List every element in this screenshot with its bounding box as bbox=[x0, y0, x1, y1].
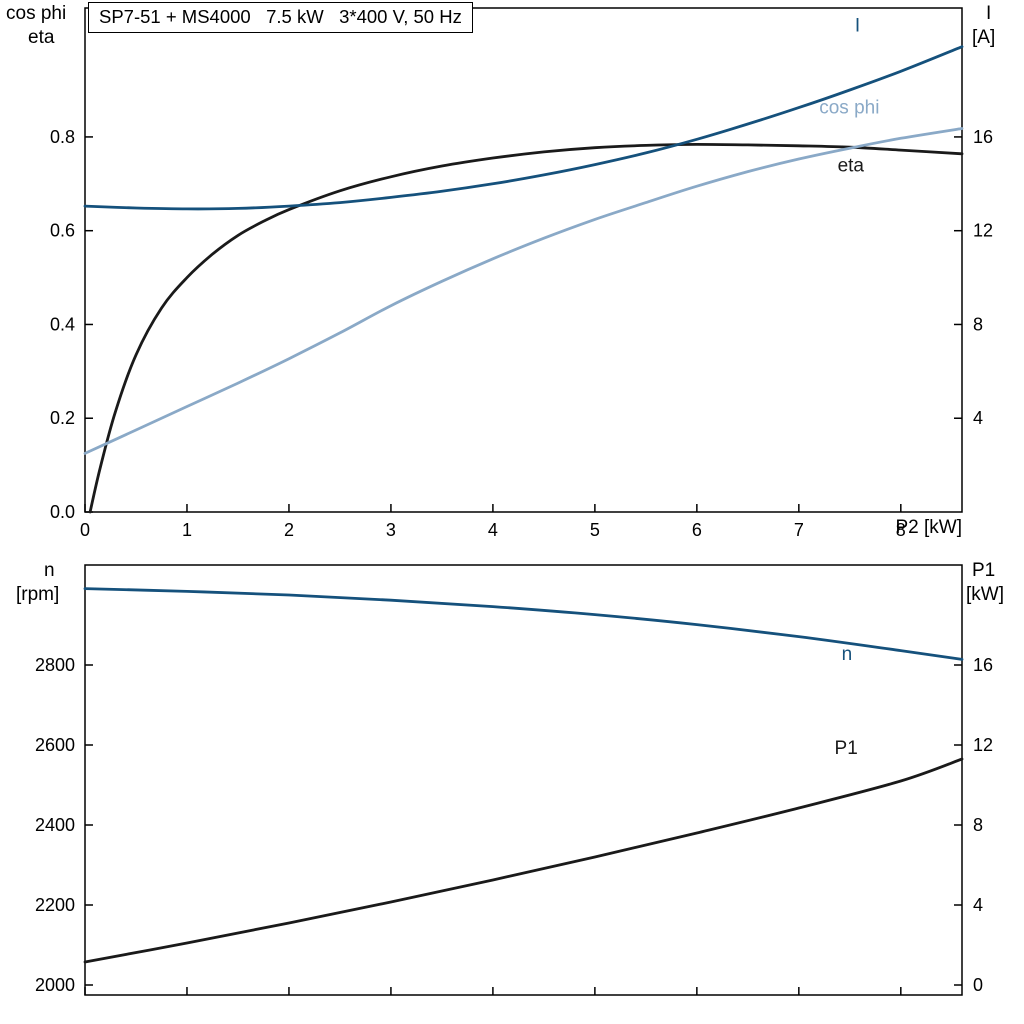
top-left-axis-title-eta: eta bbox=[28, 27, 55, 48]
right-tick-label: 12 bbox=[973, 221, 993, 241]
right-tick-label: 16 bbox=[973, 127, 993, 147]
left-tick-label: 0.2 bbox=[50, 408, 75, 428]
chart-title-box: SP7-51 + MS4000 7.5 kW 3*400 V, 50 Hz bbox=[88, 2, 473, 33]
x-tick-label: 8 bbox=[896, 520, 906, 540]
plot-frame bbox=[84, 7, 963, 513]
left-tick-label: 2200 bbox=[35, 895, 75, 915]
left-tick-label: 0.8 bbox=[50, 127, 75, 147]
series-path-i bbox=[83, 45, 964, 211]
series-path-eta bbox=[88, 143, 964, 514]
x-axis-label-p2: P2 [kW] bbox=[895, 517, 962, 538]
chart-bottom: 2000 2200 2400 2600 2800 0 4 8 12 16 P1 n bbox=[35, 564, 993, 996]
left-tick-label: 0.0 bbox=[50, 502, 75, 522]
x-tick-label: 4 bbox=[488, 520, 498, 540]
x-tick-label: 0 bbox=[80, 520, 90, 540]
series-path-n bbox=[83, 587, 964, 661]
right-tick-label: 4 bbox=[973, 408, 983, 428]
plot-frame bbox=[84, 564, 963, 996]
right-tick-label: 8 bbox=[973, 815, 983, 835]
x-tick-label: 2 bbox=[284, 520, 294, 540]
right-tick-label: 4 bbox=[973, 895, 983, 915]
left-tick-label: 2800 bbox=[35, 655, 75, 675]
right-tick-label: 12 bbox=[973, 735, 993, 755]
series-label-cos-phi: cos phi bbox=[819, 97, 879, 118]
series-path-cos-phi bbox=[83, 127, 964, 455]
bottom-left-axis-unit-rpm: [rpm] bbox=[16, 584, 60, 605]
x-tick-label: 6 bbox=[692, 520, 702, 540]
right-tick-label: 8 bbox=[973, 314, 983, 334]
series-path-p1 bbox=[83, 757, 964, 964]
left-tick-label: 2600 bbox=[35, 735, 75, 755]
series-label-n: n bbox=[842, 644, 853, 665]
series-label-p1: P1 bbox=[835, 738, 858, 759]
left-tick-label: 0.4 bbox=[50, 314, 75, 334]
bottom-right-axis-unit-kw: [kW] bbox=[966, 584, 1004, 605]
series-label-i: I bbox=[855, 15, 860, 36]
right-tick-label: 16 bbox=[973, 655, 993, 675]
x-tick-label: 1 bbox=[182, 520, 192, 540]
top-right-axis-unit-amps: [A] bbox=[972, 27, 996, 48]
top-right-axis-title-current: I bbox=[986, 3, 992, 24]
top-left-axis-title-cosphi: cos phi bbox=[6, 3, 67, 24]
x-tick-label: 5 bbox=[590, 520, 600, 540]
bottom-left-axis-title-n: n bbox=[44, 560, 55, 581]
bottom-right-axis-title-p1: P1 bbox=[972, 560, 996, 581]
x-tick-label: 7 bbox=[794, 520, 804, 540]
left-tick-label: 0.6 bbox=[50, 221, 75, 241]
series-label-eta: eta bbox=[838, 156, 865, 177]
left-tick-label: 2000 bbox=[35, 975, 75, 995]
right-tick-label: 0 bbox=[973, 975, 983, 995]
x-tick-label: 3 bbox=[386, 520, 396, 540]
left-tick-label: 2400 bbox=[35, 815, 75, 835]
